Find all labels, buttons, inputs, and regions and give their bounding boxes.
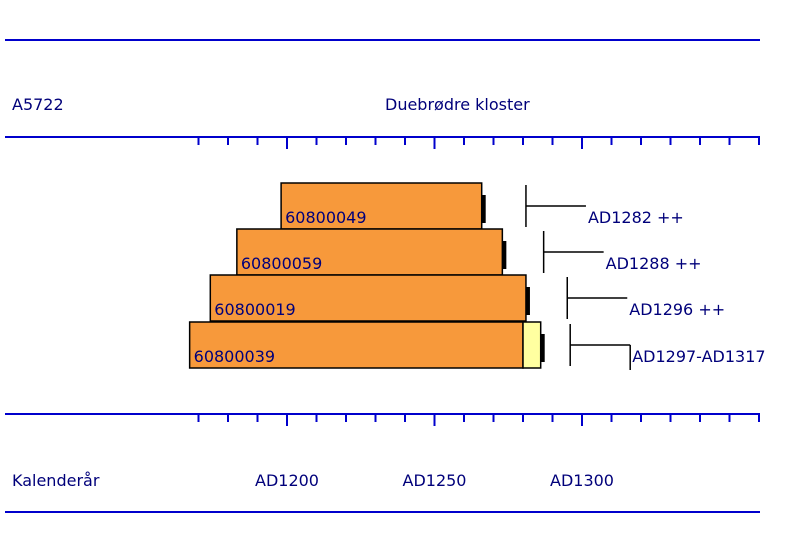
axis-label: Kalenderår — [12, 471, 100, 490]
tick-label: AD1250 — [403, 471, 467, 490]
site-code: A5722 — [12, 95, 64, 114]
tick-label: AD1300 — [550, 471, 614, 490]
sample-bars: 60800049 AD1282 ++ 60800059 AD1288 ++ 608000… — [188, 182, 766, 370]
bottom-axis — [5, 413, 760, 426]
felling-date-label: AD1288 ++ — [606, 254, 702, 273]
sample-label: 60800019 — [214, 300, 295, 319]
tick-label: AD1200 — [255, 471, 319, 490]
sample-bar — [209, 274, 527, 322]
site-name: Duebrødre kloster — [385, 95, 530, 114]
sapwood-segment — [522, 321, 542, 369]
top-axis — [5, 136, 760, 149]
year-labels: AD1200 AD1250 AD1300 — [255, 471, 614, 490]
sample-label: 60800049 — [285, 208, 366, 227]
felling-date-label: AD1297-AD1317 — [632, 347, 765, 366]
felling-date-label: AD1282 ++ — [588, 208, 684, 227]
sample-label: 60800039 — [194, 347, 275, 366]
sample-label: 60800059 — [241, 254, 322, 273]
felling-date-label: AD1296 ++ — [629, 300, 725, 319]
